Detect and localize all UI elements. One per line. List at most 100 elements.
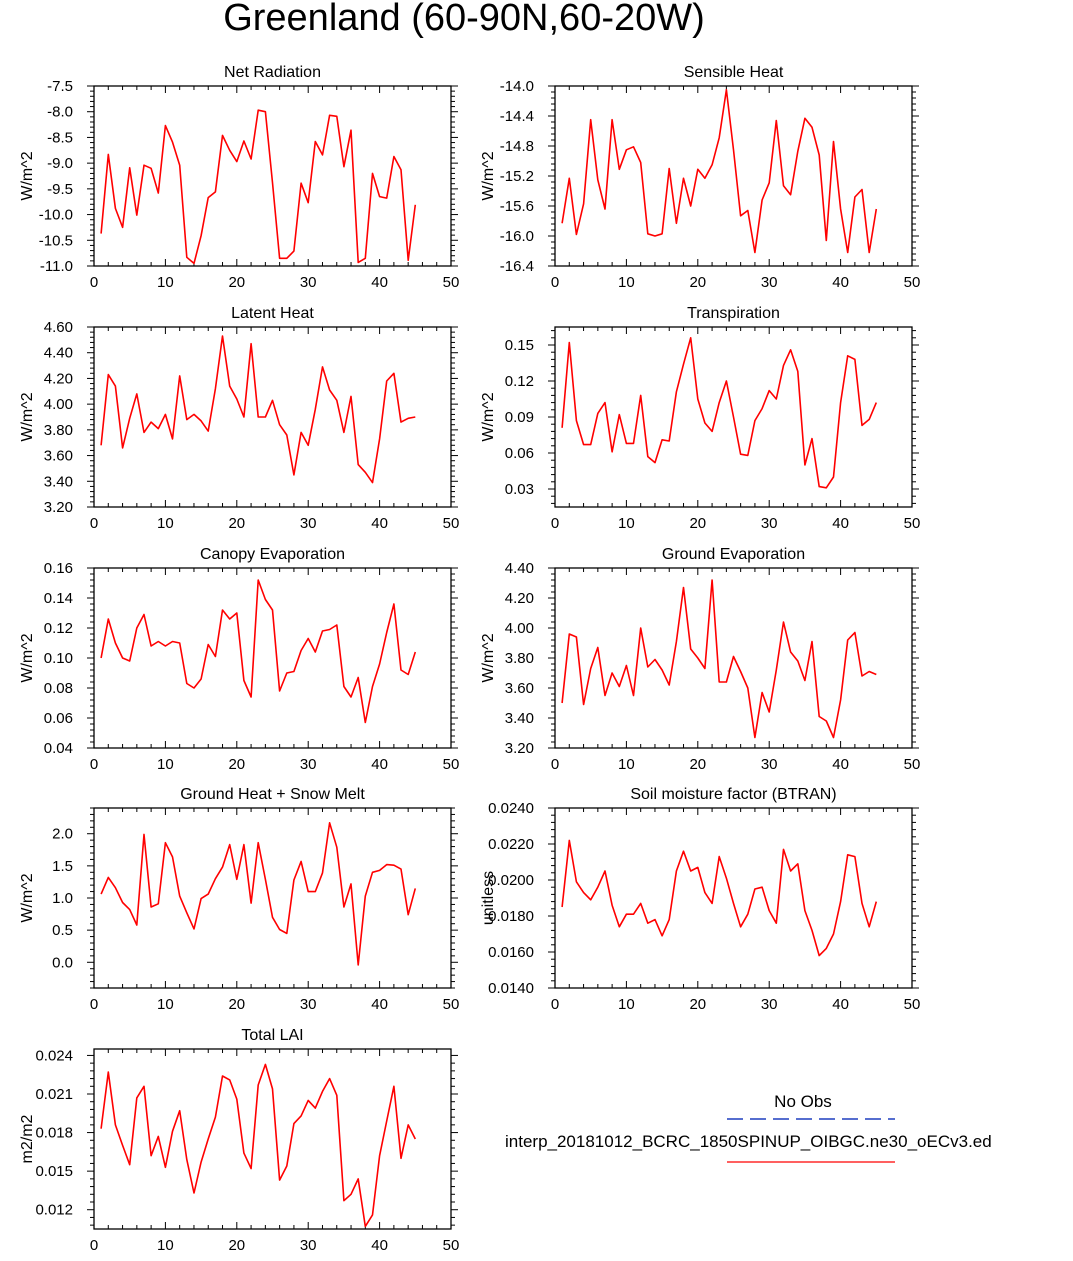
y-tick-label: -11.0 (40, 258, 73, 275)
x-tick-label: 20 (228, 756, 245, 773)
x-tick-label: 10 (618, 274, 635, 291)
x-tick-label: 30 (761, 756, 778, 773)
panel-title: Sensible Heat (684, 64, 784, 81)
x-tick-label: 40 (371, 274, 388, 291)
panel-title: Total LAI (241, 1027, 303, 1044)
y-tick-label: 0.12 (44, 620, 73, 637)
y-tick-label: -14.0 (500, 78, 534, 95)
plot-frame (93, 326, 452, 508)
panel: Sensible Heat W/m^2 0 10 20 30 40 50 -14.0 -14.4 -… (480, 64, 920, 291)
x-tick-label: 10 (157, 274, 174, 291)
x-tick-label: 0 (90, 274, 98, 291)
x-tick-label: 50 (443, 996, 460, 1013)
panel: Total LAI m2/m2 0 10 20 30 40 50 0.024 0.021 0.018… (19, 1027, 459, 1254)
y-axis-label: unitless (480, 871, 497, 925)
y-tick-label: 0.0140 (488, 980, 534, 997)
series-line (561, 839, 878, 957)
x-tick-label: 0 (551, 515, 559, 532)
legend-model-label: interp_20181012_BCRC_1850SPINUP_OIBGC.ne… (505, 1132, 992, 1151)
y-tick-label: 0.0200 (488, 872, 534, 889)
y-axis-label: W/m^2 (19, 151, 36, 200)
x-tick-label: 20 (689, 274, 706, 291)
series-line (561, 89, 878, 254)
x-tick-label: 30 (300, 515, 317, 532)
x-tick-label: 10 (618, 756, 635, 773)
x-tick-label: 40 (832, 996, 849, 1013)
panel: Net Radiation W/m^2 0 10 20 30 40 50 -7.5 -8.0 -8.… (19, 64, 459, 291)
y-tick-label: -14.4 (500, 108, 534, 125)
x-tick-label: 50 (443, 756, 460, 773)
legend-obs-label: No Obs (774, 1092, 832, 1111)
x-tick-label: 40 (371, 1237, 388, 1254)
y-tick-label: 0.021 (35, 1086, 73, 1103)
y-tick-label: 3.80 (44, 422, 73, 439)
figure-title: Greenland (60-90N,60-20W) (223, 0, 705, 39)
series-line (100, 335, 416, 484)
y-tick-label: 0.0240 (488, 800, 534, 817)
x-tick-label: 10 (618, 996, 635, 1013)
plot-frame (93, 85, 452, 267)
y-tick-label: 4.20 (44, 370, 73, 387)
plot-frame (93, 567, 452, 749)
x-tick-label: 0 (90, 515, 98, 532)
y-axis-label: W/m^2 (19, 873, 36, 922)
y-tick-label: -8.5 (47, 129, 73, 146)
x-tick-label: 10 (157, 1237, 174, 1254)
x-tick-label: 50 (904, 515, 921, 532)
y-tick-label: 0.03 (505, 481, 534, 498)
y-axis-label: W/m^2 (19, 392, 36, 441)
x-tick-label: 40 (832, 274, 849, 291)
y-tick-label: -9.0 (47, 155, 73, 172)
x-tick-label: 40 (371, 515, 388, 532)
y-tick-label: 0.0180 (488, 908, 534, 925)
x-tick-label: 10 (618, 515, 635, 532)
x-tick-label: 20 (689, 996, 706, 1013)
y-tick-label: 4.40 (505, 560, 534, 577)
y-tick-label: -15.6 (500, 198, 534, 215)
y-tick-label: -16.0 (500, 228, 534, 245)
x-tick-label: 0 (551, 274, 559, 291)
series-line (100, 579, 417, 724)
plot-frame (93, 1048, 452, 1230)
y-tick-label: 3.40 (44, 473, 73, 490)
x-tick-label: 0 (551, 996, 559, 1013)
y-tick-label: 4.60 (44, 319, 73, 336)
x-tick-label: 0 (90, 996, 98, 1013)
x-tick-label: 50 (904, 996, 921, 1013)
panel: Ground Evaporation W/m^2 0 10 20 30 40 50 4.40 4.… (480, 546, 920, 773)
x-tick-label: 20 (689, 756, 706, 773)
panel: Ground Heat + Snow Melt W/m^2 0 10 20 30 40 50 2… (19, 786, 459, 1013)
series-line (100, 1063, 417, 1228)
y-tick-label: 0.16 (44, 560, 73, 577)
y-tick-label: 0.06 (44, 710, 73, 727)
y-tick-label: 3.40 (505, 710, 534, 727)
x-tick-label: 50 (443, 515, 460, 532)
panel-title: Ground Heat + Snow Melt (180, 786, 365, 803)
panel: Soil moisture factor (BTRAN) unitless 0 10 2… (480, 786, 920, 1013)
x-tick-label: 30 (300, 996, 317, 1013)
panel: Transpiration W/m^2 0 10 20 30 40 50 0.15 0.12 0.0… (480, 305, 920, 532)
y-tick-label: 0.12 (505, 373, 534, 390)
y-tick-label: 3.80 (505, 650, 534, 667)
panel-title: Transpiration (687, 305, 780, 322)
x-tick-label: 20 (689, 515, 706, 532)
x-tick-label: 40 (371, 756, 388, 773)
panel-title: Canopy Evaporation (200, 546, 345, 563)
x-tick-label: 20 (228, 996, 245, 1013)
y-tick-label: 0.024 (35, 1047, 73, 1064)
x-tick-label: 10 (157, 756, 174, 773)
series-line (100, 109, 417, 265)
y-axis-label: W/m^2 (480, 151, 497, 200)
panel-title: Ground Evaporation (662, 546, 805, 563)
panel: Latent Heat W/m^2 0 10 20 30 40 50 4.60 4.40 4.20 4… (19, 305, 459, 532)
x-tick-label: 30 (300, 1237, 317, 1254)
x-tick-label: 40 (832, 515, 849, 532)
series-line (561, 336, 878, 489)
y-tick-label: 0.015 (35, 1163, 73, 1180)
x-tick-label: 50 (904, 274, 921, 291)
y-tick-label: 0.018 (35, 1125, 73, 1142)
legend: No Obs interp_20181012_BCRC_1850SPINUP_O… (505, 1092, 992, 1163)
panel-title: Net Radiation (224, 64, 321, 81)
y-tick-label: 0.15 (505, 337, 534, 354)
y-tick-label: -10.5 (39, 232, 73, 249)
